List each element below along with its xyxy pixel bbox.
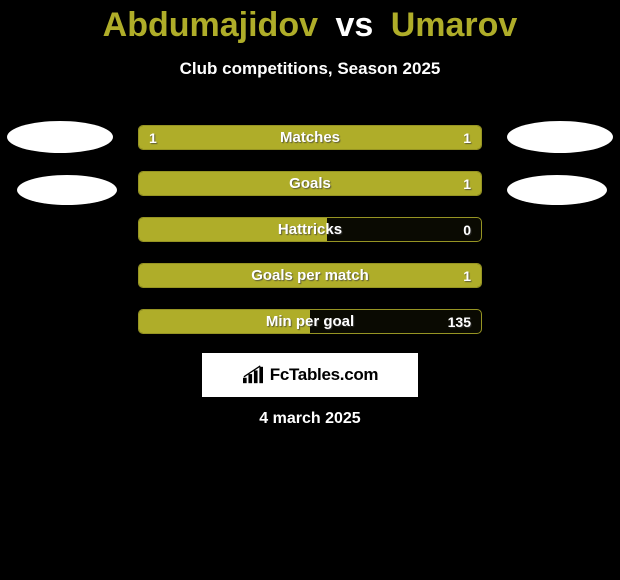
stat-right-fill bbox=[310, 126, 481, 149]
stat-row-matches: 1 Matches 1 bbox=[138, 125, 482, 150]
player1-name: Abdumajidov bbox=[103, 6, 318, 44]
stat-row-goals: Goals 1 bbox=[138, 171, 482, 196]
date-label: 4 march 2025 bbox=[0, 410, 620, 428]
stat-row-min-per-goal: Min per goal 135 bbox=[138, 309, 482, 334]
player1-photo-placeholder bbox=[7, 121, 113, 153]
stat-right-fill bbox=[139, 172, 481, 195]
source-logo: FcTables.com bbox=[202, 353, 418, 397]
stat-left-fill bbox=[139, 126, 310, 149]
stat-right-fill bbox=[139, 264, 481, 287]
player2-photo-placeholder bbox=[507, 121, 613, 153]
player2-logo-placeholder bbox=[507, 175, 607, 205]
stat-left-fill bbox=[139, 218, 327, 241]
player1-logo-placeholder bbox=[17, 175, 117, 205]
source-logo-text: FcTables.com bbox=[270, 365, 379, 385]
stat-row-goals-per-match: Goals per match 1 bbox=[138, 263, 482, 288]
stats-bars: 1 Matches 1 Goals 1 Hattricks 0 Goals pe… bbox=[138, 125, 482, 355]
subtitle: Club competitions, Season 2025 bbox=[0, 59, 620, 79]
player2-name: Umarov bbox=[391, 6, 518, 44]
comparison-title: Abdumajidov vs Umarov bbox=[0, 0, 620, 45]
vs-separator: vs bbox=[335, 6, 373, 44]
stat-right-value: 0 bbox=[463, 218, 471, 241]
stat-row-hattricks: Hattricks 0 bbox=[138, 217, 482, 242]
stat-left-fill bbox=[139, 310, 310, 333]
chart-icon bbox=[242, 365, 264, 385]
stat-right-value: 135 bbox=[448, 310, 471, 333]
